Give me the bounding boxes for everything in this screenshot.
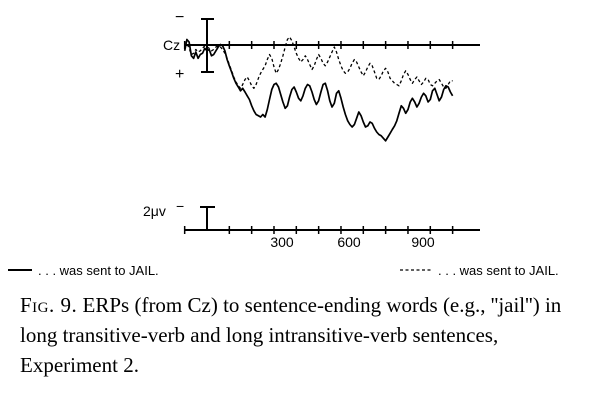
time-axis-ticks <box>183 226 454 234</box>
x-tick-label-300: 300 <box>270 234 294 250</box>
x-tick-label-600: 600 <box>337 234 361 250</box>
figure-caption: Fig. 9. ERPs (from Cz) to sentence-endin… <box>20 290 600 380</box>
caption-label: Fig. 9. <box>20 293 78 317</box>
x-tick-label-900: 900 <box>411 234 435 250</box>
scale-sign: − <box>176 198 184 214</box>
trace-intransitive-dashed <box>184 36 453 89</box>
legend-solid-text: . . . was sent to JAIL. <box>38 263 159 278</box>
baseline-ticks <box>183 41 454 49</box>
electrode-label: Cz <box>163 37 180 53</box>
legend-dashed-text: . . . was sent to JAIL. <box>438 263 559 278</box>
polarity-positive-label: + <box>175 66 184 83</box>
trace-transitive-solid <box>183 38 454 142</box>
polarity-negative-label: − <box>175 9 184 26</box>
scale-label: 2μv <box>143 203 166 219</box>
erp-figure: − Cz + 2μv − 300 600 900 . . . was sent … <box>8 9 559 278</box>
caption-text: ERPs (from Cz) to sentence-ending words … <box>20 293 562 377</box>
